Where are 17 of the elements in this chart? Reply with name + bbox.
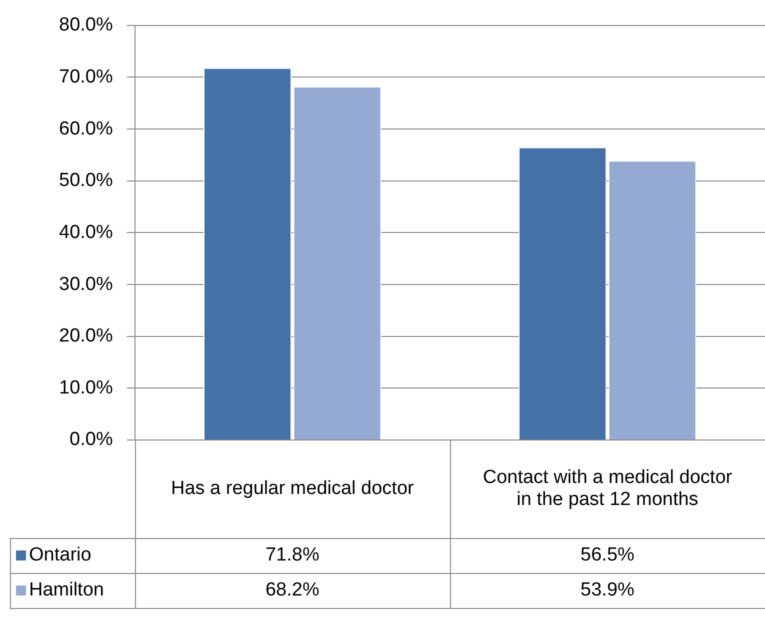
y-tick-label: 70.0% — [59, 66, 113, 88]
data-label: 56.5% — [580, 544, 635, 566]
y-tick-label: 80.0% — [59, 14, 113, 36]
y-tick-label: 0.0% — [70, 429, 113, 450]
data-label: 68.2% — [265, 580, 320, 601]
y-tick-label: 30.0% — [59, 274, 113, 295]
legend-label: Hamilton — [29, 580, 104, 601]
y-tick-label: 40.0% — [59, 222, 113, 243]
y-tick-label: 10.0% — [59, 377, 113, 398]
y-tick-label: 60.0% — [59, 118, 113, 140]
y-tick-label: 20.0% — [59, 326, 113, 347]
data-label: 71.8% — [265, 544, 320, 566]
data-label: 53.9% — [580, 580, 635, 601]
x-tick-label: Has a regular medical doctor — [170, 478, 415, 500]
x-tick-label: Contact with a medical doctor in the past 12 months — [482, 467, 733, 510]
legend-label: Ontario — [29, 544, 92, 566]
y-tick-label: 50.0% — [59, 170, 113, 192]
